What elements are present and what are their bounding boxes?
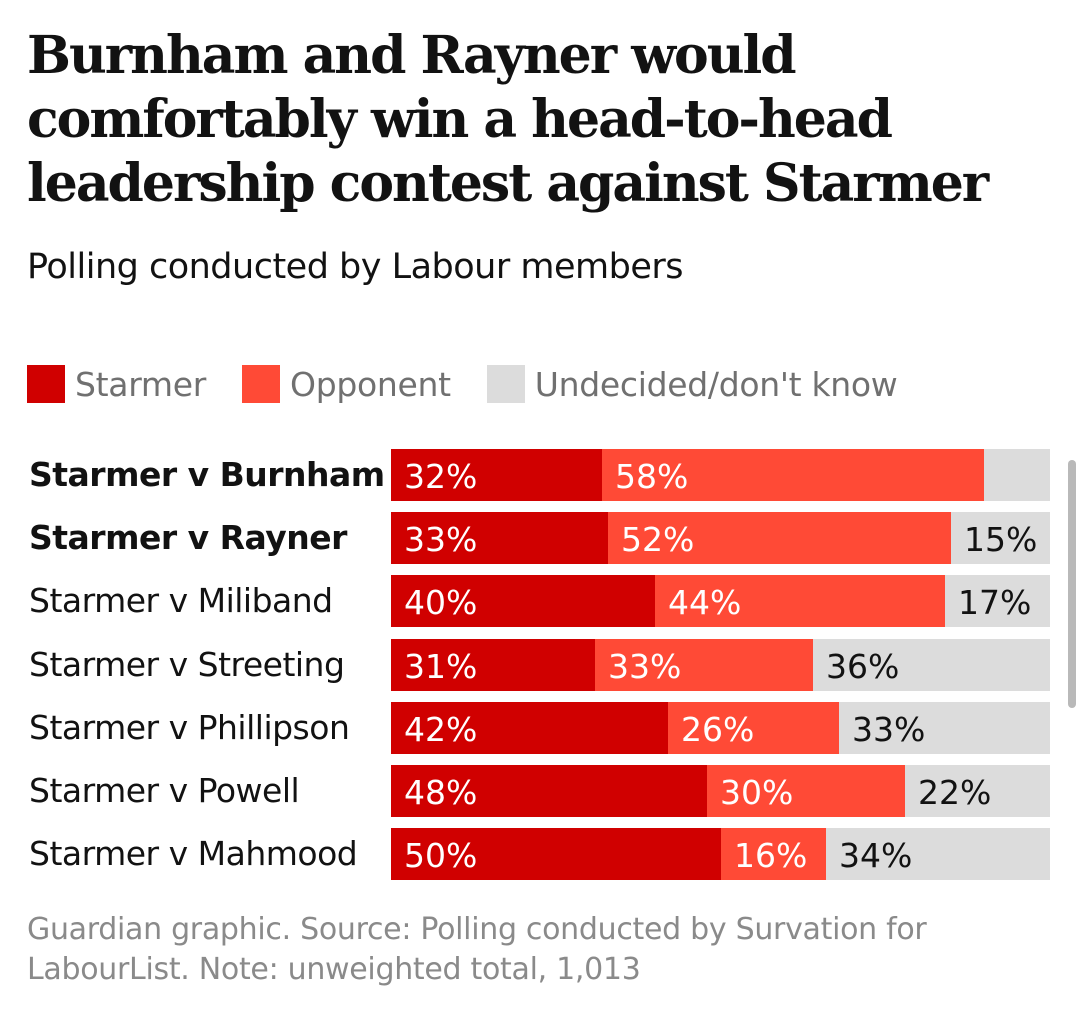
bar-segment-undecided	[945, 575, 1050, 627]
bar-segment-starmer	[391, 765, 707, 817]
data-label-opponent: 33%	[608, 647, 682, 686]
legend-item-starmer: Starmer	[27, 365, 206, 404]
bar-starmer-v-mahmood: 50% 16% 34%	[391, 828, 1050, 880]
bar-segment-opponent	[655, 575, 945, 627]
legend-item-opponent: Opponent	[242, 365, 451, 404]
bar-segment-opponent	[608, 512, 951, 564]
data-label-opponent: 26%	[681, 710, 755, 749]
bar-segment-undecided	[905, 765, 1050, 817]
row-label-starmer-v-phillipson: Starmer v Phillipson	[29, 708, 350, 747]
bar-starmer-v-burnham: 32% 58%	[391, 449, 1050, 501]
row-label-starmer-v-mahmood: Starmer v Mahmood	[29, 834, 358, 873]
data-label-undecided: 22%	[918, 773, 992, 812]
bar-segment-starmer	[391, 639, 595, 691]
legend-label-opponent: Opponent	[290, 364, 451, 404]
bar-starmer-v-miliband: 40% 44% 17%	[391, 575, 1050, 627]
legend-swatch-opponent	[242, 365, 281, 403]
data-label-undecided: 36%	[826, 647, 900, 686]
data-label-starmer: 48%	[404, 773, 478, 812]
legend-label-starmer: Starmer	[75, 364, 207, 404]
row-label-starmer-v-miliband: Starmer v Miliband	[29, 581, 333, 620]
source-note: Guardian graphic. Source: Polling conduc…	[27, 912, 927, 987]
bar-segment-undecided	[839, 702, 1050, 754]
data-label-starmer: 32%	[404, 457, 478, 496]
chart-title: Burnham and Rayner would comfortably win…	[27, 25, 989, 214]
row-label-starmer-v-powell: Starmer v Powell	[29, 771, 300, 810]
scrollbar-thumb[interactable]	[1068, 460, 1076, 708]
data-label-opponent: 58%	[615, 457, 689, 496]
bar-segment-starmer	[391, 828, 721, 880]
bar-segment-starmer	[391, 702, 668, 754]
data-label-opponent: 52%	[621, 520, 695, 559]
bar-starmer-v-phillipson: 42% 26% 33%	[391, 702, 1050, 754]
data-label-undecided: 33%	[852, 710, 926, 749]
bar-segment-undecided	[826, 828, 1050, 880]
bar-segment-opponent	[721, 828, 826, 880]
data-label-opponent: 44%	[668, 583, 742, 622]
data-label-starmer: 42%	[404, 710, 478, 749]
data-label-starmer: 31%	[404, 647, 478, 686]
data-label-undecided: 17%	[958, 583, 1032, 622]
bar-segment-undecided	[951, 512, 1050, 564]
bar-segment-opponent	[668, 702, 839, 754]
legend-item-undecided: Undecided/don't know	[486, 364, 898, 404]
bar-starmer-v-streeting: 31% 33% 36%	[391, 639, 1050, 691]
row-label-starmer-v-burnham: Starmer v Burnham	[29, 455, 385, 494]
row-label-starmer-v-rayner: Starmer v Rayner	[29, 518, 347, 557]
data-label-starmer: 33%	[404, 520, 478, 559]
legend-swatch-starmer	[27, 365, 65, 403]
data-label-starmer: 50%	[404, 836, 478, 875]
row-label-starmer-v-streeting: Starmer v Streeting	[29, 645, 345, 684]
data-label-undecided: 34%	[839, 836, 913, 875]
bar-segment-undecided	[813, 639, 1050, 691]
legend-label-undecided: Undecided/don't know	[534, 364, 898, 404]
data-label-starmer: 40%	[404, 583, 478, 622]
bar-segment-opponent	[602, 449, 984, 501]
bar-segment-undecided	[984, 449, 1050, 501]
data-label-opponent: 30%	[720, 773, 794, 812]
bar-segment-opponent	[595, 639, 813, 691]
bar-starmer-v-powell: 48% 30% 22%	[391, 765, 1050, 817]
bar-segment-starmer	[391, 449, 602, 501]
data-label-undecided: 15%	[964, 520, 1038, 559]
data-label-opponent: 16%	[734, 836, 808, 875]
bar-segment-opponent	[707, 765, 905, 817]
legend-swatch-undecided	[486, 365, 525, 403]
bar-segment-starmer	[391, 512, 608, 564]
chart-subtitle: Polling conducted by Labour members	[27, 247, 683, 287]
bar-starmer-v-rayner: 33% 52% 15%	[391, 512, 1050, 564]
chart-legend: Starmer Opponent Undecided/don't know	[27, 362, 933, 406]
bar-segment-starmer	[391, 575, 655, 627]
